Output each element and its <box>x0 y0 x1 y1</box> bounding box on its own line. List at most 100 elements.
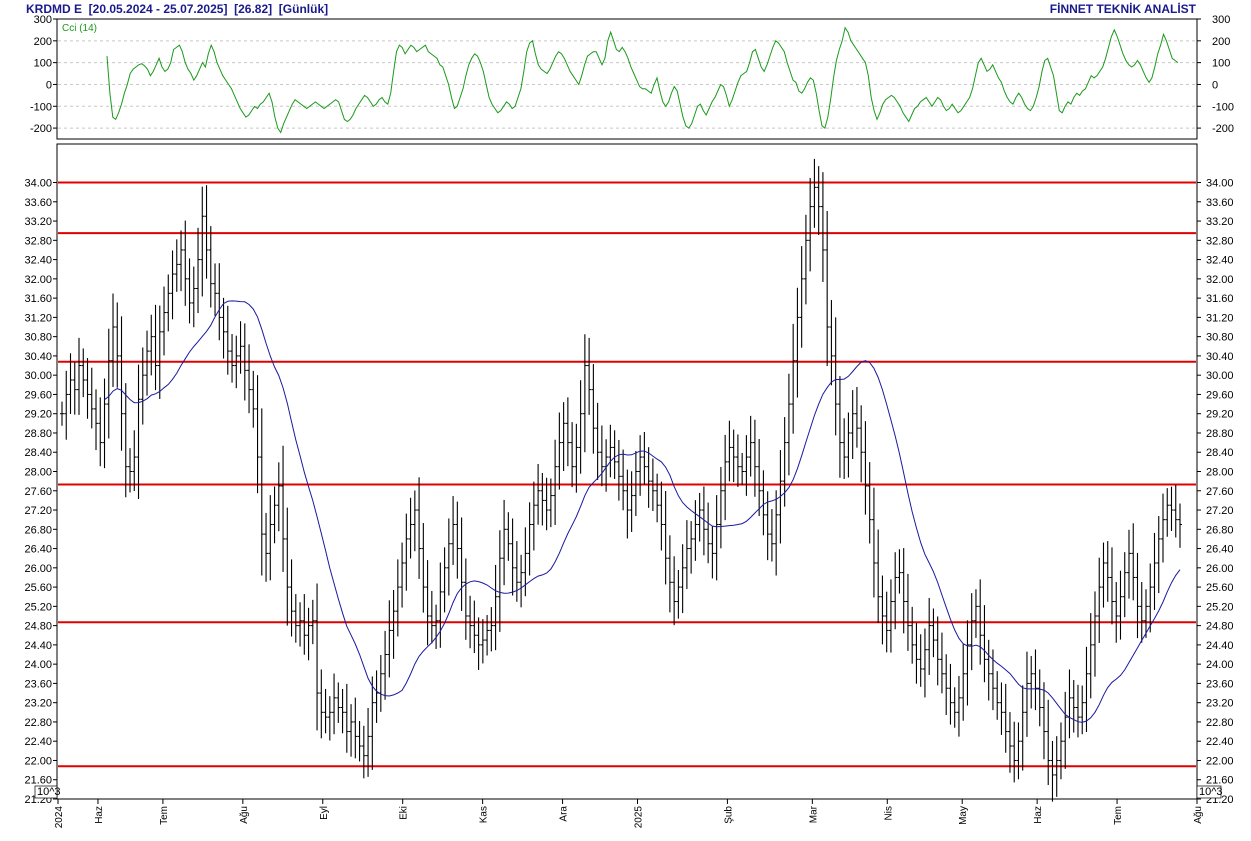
cci-tick-label: -100 <box>30 101 52 113</box>
price-y-axis-right: 34.00 33.60 33.20 32.80 32.40 32.00 31.60 31.20… <box>1197 178 1234 806</box>
scale-box-right <box>1196 785 1222 799</box>
scale-label-right: 10^3 <box>1199 786 1223 798</box>
price-tick-label: 27.20 <box>24 505 52 517</box>
price-tick-label: 26.40 <box>1206 544 1234 556</box>
price-tick-label: 21.60 <box>24 775 52 787</box>
chart-header-title: KRDMD E [20.05.2024 - 25.07.2025] [26.82… <box>26 2 329 16</box>
price-tick-label: 33.20 <box>24 216 52 228</box>
price-tick-label: 24.00 <box>24 659 52 671</box>
cci-series-line <box>106 26 1179 134</box>
price-tick-label: 31.20 <box>24 312 52 324</box>
x-tick-label: Eyl <box>319 806 330 820</box>
price-tick-label: 32.40 <box>24 255 52 267</box>
cci-tick-label: 100 <box>1212 58 1230 70</box>
price-tick-label: 22.80 <box>1206 717 1234 729</box>
price-tick-label: 30.80 <box>1206 332 1234 344</box>
price-tick-label: 26.80 <box>24 524 52 536</box>
price-tick-label: 26.00 <box>24 563 52 575</box>
price-tick-label: 27.60 <box>24 486 52 498</box>
price-tick-label: 27.60 <box>1206 486 1234 498</box>
cci-tick-label: 200 <box>1212 36 1230 48</box>
cci-y-axis-right: 300 200 100 0 -100 -200 <box>1197 14 1234 135</box>
x-tick-label: Nis <box>883 806 894 820</box>
price-tick-label: 29.60 <box>24 389 52 401</box>
cci-panel-frame <box>56 18 1198 140</box>
price-tick-label: 25.60 <box>1206 582 1234 594</box>
price-tick-label: 22.00 <box>1206 755 1234 767</box>
cci-tick-label: 300 <box>1212 14 1230 26</box>
price-tick-label: 24.80 <box>24 621 52 633</box>
price-tick-label: 24.40 <box>1206 640 1234 652</box>
price-tick-label: 34.00 <box>1206 178 1234 190</box>
scale-box-left <box>34 785 58 799</box>
price-tick-label: 33.60 <box>24 197 52 209</box>
price-tick-label: 34.00 <box>24 178 52 190</box>
price-tick-label: 28.00 <box>24 467 52 479</box>
price-tick-label: 25.60 <box>24 582 52 594</box>
cci-tick-label: 0 <box>1212 79 1218 91</box>
price-tick-label: 28.40 <box>1206 447 1234 459</box>
cci-gridlines <box>58 40 1196 129</box>
cci-tick-label: 300 <box>34 14 52 26</box>
x-tick-label: Tem <box>159 806 170 825</box>
x-tick-label: Haz <box>1033 806 1044 824</box>
price-tick-label: 24.80 <box>1206 621 1234 633</box>
cci-tick-label: -200 <box>30 123 52 135</box>
price-y-axis-left: 34.00 33.60 33.20 32.80 32.40 32.00 31.60 31.20… <box>24 178 57 806</box>
price-tick-label: 30.40 <box>24 351 52 363</box>
ohlc-bars <box>60 158 1182 802</box>
price-tick-label: 26.80 <box>1206 524 1234 536</box>
price-tick-label: 33.20 <box>1206 216 1234 228</box>
price-tick-label: 32.40 <box>1206 255 1234 267</box>
price-tick-label: 28.00 <box>1206 467 1234 479</box>
x-tick-label: May <box>958 806 969 825</box>
price-tick-label: 26.00 <box>1206 563 1234 575</box>
price-tick-label: 22.00 <box>24 755 52 767</box>
price-tick-label: 28.80 <box>1206 428 1234 440</box>
x-tick-label: 2025 <box>634 806 645 829</box>
price-tick-label: 32.00 <box>24 274 52 286</box>
x-tick-label: Kas <box>479 806 490 823</box>
price-tick-label: 31.20 <box>1206 312 1234 324</box>
price-tick-label: 24.00 <box>1206 659 1234 671</box>
cci-tick-label: 100 <box>34 58 52 70</box>
cci-tick-label: -100 <box>1212 101 1234 113</box>
price-panel: 34.00 33.60 33.20 32.80 32.40 32.00 31.60 31.20… <box>24 143 1234 806</box>
cci-legend-label: Cci (14) <box>62 23 97 34</box>
price-tick-label: 30.40 <box>1206 351 1234 363</box>
cci-tick-label: 200 <box>34 36 52 48</box>
x-tick-label: 2024 <box>54 806 65 829</box>
price-tick-label: 22.40 <box>1206 736 1234 748</box>
x-tick-label: Ağu <box>1193 806 1204 824</box>
price-tick-label: 30.00 <box>1206 370 1234 382</box>
cci-panel: 300 200 100 0 -100 -200 300 200 100 0 -100 -200 Cc… <box>30 14 1234 140</box>
cci-y-axis-left: 300 200 100 0 -100 -200 <box>30 14 57 135</box>
price-tick-label: 30.00 <box>24 370 52 382</box>
price-tick-label: 25.20 <box>24 601 52 613</box>
price-tick-label: 21.60 <box>1206 775 1234 787</box>
x-tick-label: Şub <box>723 806 734 824</box>
price-tick-label: 22.80 <box>24 717 52 729</box>
support-resistance-lines <box>58 181 1196 768</box>
price-tick-label: 29.60 <box>1206 389 1234 401</box>
price-tick-label: 23.20 <box>24 698 52 710</box>
price-tick-label: 22.40 <box>24 736 52 748</box>
price-tick-label: 28.40 <box>24 447 52 459</box>
price-tick-label: 25.20 <box>1206 601 1234 613</box>
x-tick-label: Tem <box>1113 806 1124 825</box>
chart-header-brand: FİNNET TEKNİK ANALİST <box>1049 2 1196 16</box>
x-tick-label: Ağu <box>239 806 250 824</box>
scale-label-left: 10^3 <box>37 786 61 798</box>
price-tick-label: 26.40 <box>24 544 52 556</box>
price-tick-label: 29.20 <box>24 409 52 421</box>
price-tick-label: 23.60 <box>1206 678 1234 690</box>
price-tick-label: 23.20 <box>1206 698 1234 710</box>
price-tick-label: 23.60 <box>24 678 52 690</box>
price-tick-label: 27.20 <box>1206 505 1234 517</box>
x-tick-label: Eki <box>399 806 410 820</box>
x-tick-label: Ara <box>559 806 570 822</box>
price-tick-label: 33.60 <box>1206 197 1234 209</box>
x-axis: 2024 Haz Tem Ağu Eyl Eki Kas Ara 2025 Şub Mar Nis Ma… <box>54 799 1204 828</box>
